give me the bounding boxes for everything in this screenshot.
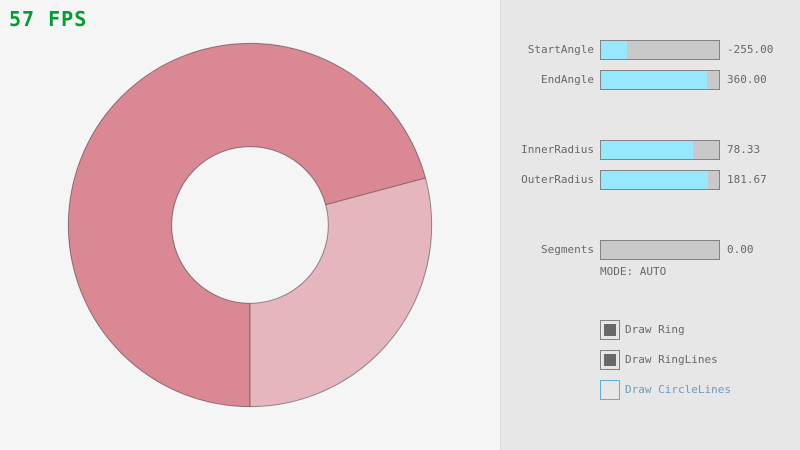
startangle-label: StartAngle [527, 43, 594, 56]
draw-ringlines-checkbox[interactable] [600, 350, 620, 370]
fps-counter: 57 FPS [9, 7, 88, 31]
draw-circlelines-label: Draw CircleLines [625, 383, 731, 396]
startangle-value: -255.00 [727, 43, 774, 56]
innerradius-value: 78.33 [727, 143, 761, 156]
checkmark-icon [604, 324, 616, 336]
ring-endcap-line-right [325, 177, 426, 206]
outerradius-slider[interactable] [600, 170, 720, 190]
endangle-slider[interactable] [600, 70, 720, 90]
innerradius-slider[interactable] [600, 140, 720, 160]
ring-segment-single [250, 177, 432, 407]
startangle-slider-fill [601, 41, 627, 59]
draw-ringlines-label: Draw RingLines [625, 353, 718, 366]
outerradius-slider-fill [601, 171, 709, 189]
endangle-value: 360.00 [727, 73, 767, 86]
outerradius-value: 181.67 [727, 173, 767, 186]
outerradius-label: OuterRadius [521, 173, 594, 186]
startangle-slider[interactable] [600, 40, 720, 60]
endangle-slider-fill [601, 71, 708, 89]
segments-value: 0.00 [727, 243, 754, 256]
innerradius-label: InnerRadius [521, 143, 594, 156]
ring-outline-outer [67, 42, 433, 408]
draw-ring-checkbox[interactable] [600, 320, 620, 340]
endangle-label: EndAngle [541, 73, 594, 86]
draw-circlelines-checkbox[interactable] [600, 380, 620, 400]
ring-segment-overlap [68, 43, 426, 407]
segments-label: Segments [541, 243, 594, 256]
checkmark-icon [604, 354, 616, 366]
segments-slider[interactable] [600, 240, 720, 260]
ring-outline-inner [171, 146, 329, 304]
draw-ring-label: Draw Ring [625, 323, 685, 336]
innerradius-slider-fill [601, 141, 694, 159]
segments-mode-status: MODE: AUTO [600, 265, 667, 278]
